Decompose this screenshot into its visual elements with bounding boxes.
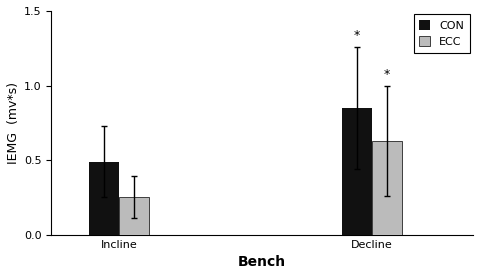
Bar [341,108,372,235]
Text: *: * [354,29,360,42]
Legend: CON, ECC: CON, ECC [414,14,470,52]
Bar [88,161,119,235]
Bar [119,197,149,235]
Text: *: * [384,68,390,81]
Bar [372,141,402,235]
Y-axis label: IEMG  (mv*s): IEMG (mv*s) [7,82,20,164]
X-axis label: Bench: Bench [238,255,286,269]
